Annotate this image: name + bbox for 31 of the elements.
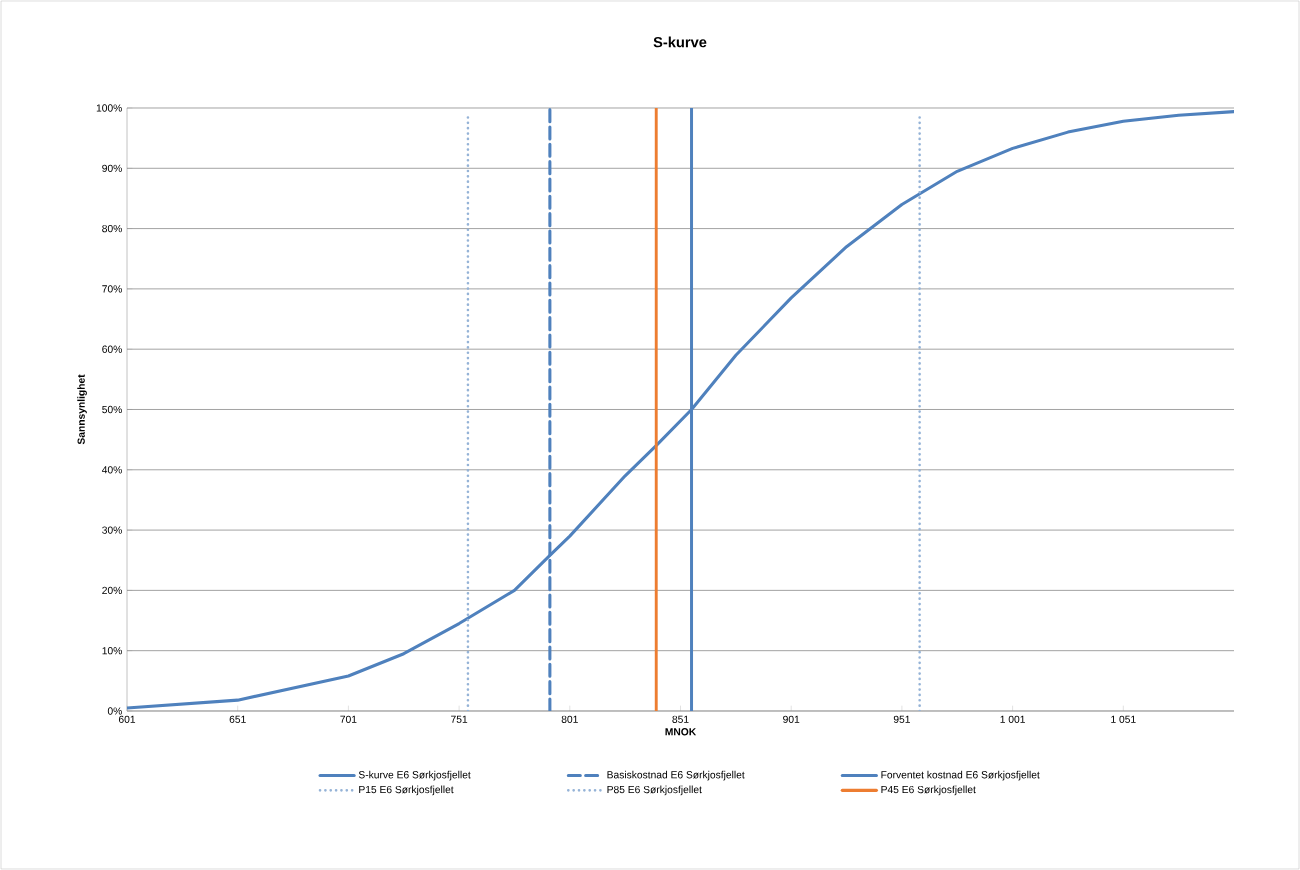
- y-tick-label: 0%: [107, 707, 122, 715]
- x-tick-label: 601: [118, 715, 136, 723]
- y-tick-label: 70%: [102, 285, 122, 293]
- y-tick-label: 50%: [102, 405, 122, 414]
- y-tick-label: 40%: [101, 466, 122, 474]
- x-tick-label: 651: [229, 715, 246, 723]
- x-tick-label: 701: [340, 715, 357, 723]
- x-tick-label: 901: [783, 715, 800, 723]
- legend-label: P45 E6 Sørkjosfjellet: [881, 785, 976, 796]
- y-tick-label: 80%: [102, 224, 122, 233]
- y-axis-title: Sannsynlighet: [77, 374, 87, 445]
- chart-title: S-kurve: [653, 36, 707, 48]
- x-tick-label: 851: [672, 715, 689, 723]
- legend-label: P15 E6 Sørkjosfjellet: [359, 785, 454, 796]
- y-tick-label: 30%: [102, 526, 122, 534]
- x-tick-label: 1 051: [1111, 715, 1136, 723]
- y-tick-label: 20%: [102, 586, 122, 595]
- x-tick-label: 801: [561, 715, 578, 723]
- legend-label: P85 E6 Sørkjosfjellet: [607, 785, 702, 796]
- x-axis-title: MNOK: [665, 728, 697, 736]
- x-tick-label: 1 001: [1000, 715, 1025, 723]
- y-tick-label: 90%: [102, 164, 122, 172]
- legend-label: Forventet kostnad E6 Sørkjosfjellet: [881, 770, 1040, 781]
- line-series: [127, 110, 1234, 710]
- y-tick-label: 60%: [102, 345, 122, 353]
- legend-label: S-kurve E6 Sørkjosfjellet: [358, 770, 471, 781]
- x-tick-label: 751: [451, 715, 468, 723]
- legend-label: Basiskostnad E6 Sørkjosfjellet: [607, 770, 745, 781]
- y-tick-label: 100%: [96, 104, 122, 112]
- x-tick-label: 951: [893, 715, 910, 723]
- y-tick-label: 10%: [102, 647, 122, 655]
